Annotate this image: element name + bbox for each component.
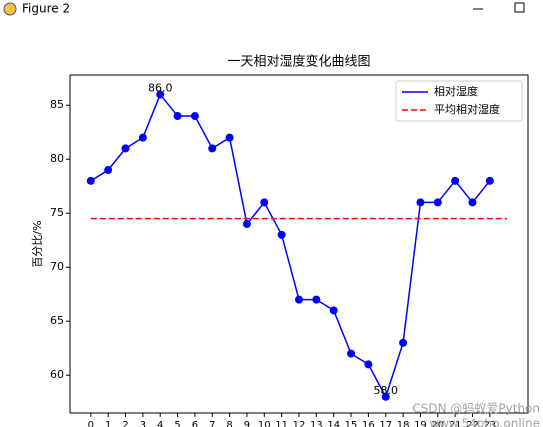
point [86,176,95,185]
maximize-button[interactable] [514,2,525,13]
x-tick-label: 16 [362,420,375,427]
point [277,230,286,239]
y-axis-label: 百分比/% [31,220,44,267]
x-tick-label: 11 [275,420,288,427]
y-tick-label: 70 [50,260,64,273]
legend [395,80,523,122]
x-tick-label: 18 [397,420,410,427]
point [104,166,113,175]
point [329,306,338,315]
x-tick-label: 4 [157,420,163,427]
y-tick-label: 85 [50,98,64,111]
chart-title: 一天相对湿度变化曲线图 [227,54,370,70]
point [416,198,425,207]
point [156,90,165,99]
point [312,295,321,304]
x-tick-label: 7 [209,420,215,427]
x-tick-label: 10 [258,420,271,427]
point [485,176,494,185]
window-title: Figure 2 [22,2,70,16]
point [138,133,147,142]
point [347,349,356,358]
point [381,392,390,401]
x-tick-label: 12 [293,420,306,427]
y-tick-label: 60 [50,368,64,381]
x-tick-label: 15 [345,420,358,427]
point [364,360,373,369]
point [242,220,251,229]
y-tick-label: 80 [50,152,64,165]
x-tick-label: 1 [105,420,111,427]
point [433,198,442,207]
plot-area [69,74,529,414]
x-tick-label: 9 [244,420,250,427]
point [260,198,269,207]
point [451,176,460,185]
legend-label: 平均相对湿度 [434,102,500,116]
x-tick-label: 17 [379,420,392,427]
point [225,133,234,142]
x-tick-label: 22 [466,420,479,427]
x-tick-label: 0 [88,420,94,427]
x-tick-label: 5 [174,420,180,427]
point [399,338,408,347]
x-tick-label: 8 [226,420,232,427]
y-tick-label: 75 [50,206,64,219]
annotation: 58.0 [373,384,398,397]
point [190,112,199,121]
x-tick-label: 14 [327,420,340,427]
x-tick-label: 2 [122,420,128,427]
y-tick-label: 65 [50,314,64,327]
x-tick-label: 19 [414,420,427,427]
x-tick-label: 3 [140,420,146,427]
point [295,295,303,304]
annotation: 86.0 [148,81,173,94]
point [208,144,217,153]
x-tick-label: 23 [483,420,496,427]
watermark: CSDN @蚂蚁爱Python [412,401,540,416]
title-bar [0,0,543,22]
watermark: www.54php.online [429,417,540,427]
x-tick-label: 21 [449,420,462,427]
x-tick-label: 6 [192,420,198,427]
x-tick-label: 13 [310,420,323,427]
point [121,144,130,153]
x-tick-label: 20 [431,420,444,427]
app-icon [3,2,17,16]
legend-label: 相对湿度 [434,84,478,98]
point [173,112,182,121]
point [468,198,477,207]
